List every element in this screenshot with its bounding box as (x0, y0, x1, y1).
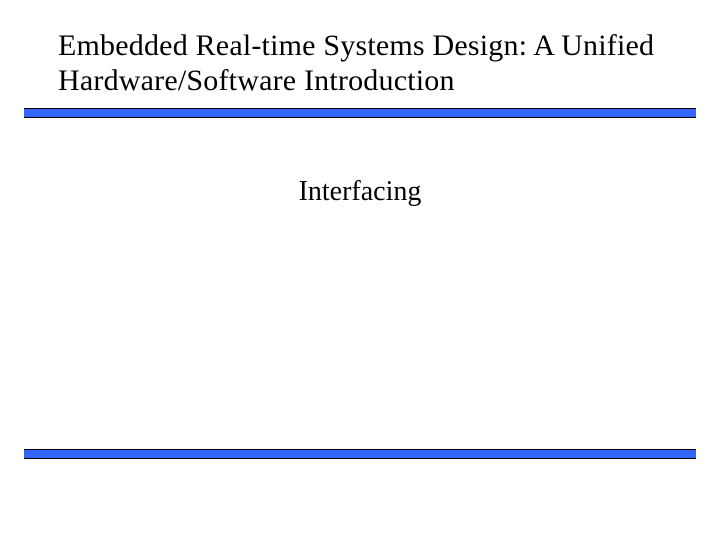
rule-fill (24, 450, 696, 458)
slide-subtitle: Interfacing (0, 176, 720, 208)
rule-fill (24, 109, 696, 117)
slide-title: Embedded Real-time Systems Design: A Uni… (58, 28, 680, 99)
subtitle-block: Interfacing (0, 176, 720, 208)
title-block: Embedded Real-time Systems Design: A Uni… (58, 28, 680, 99)
rule-border (24, 108, 696, 118)
slide-container: Embedded Real-time Systems Design: A Uni… (0, 0, 720, 540)
bottom-horizontal-rule (24, 449, 696, 459)
top-horizontal-rule (24, 108, 696, 118)
rule-border (24, 449, 696, 459)
